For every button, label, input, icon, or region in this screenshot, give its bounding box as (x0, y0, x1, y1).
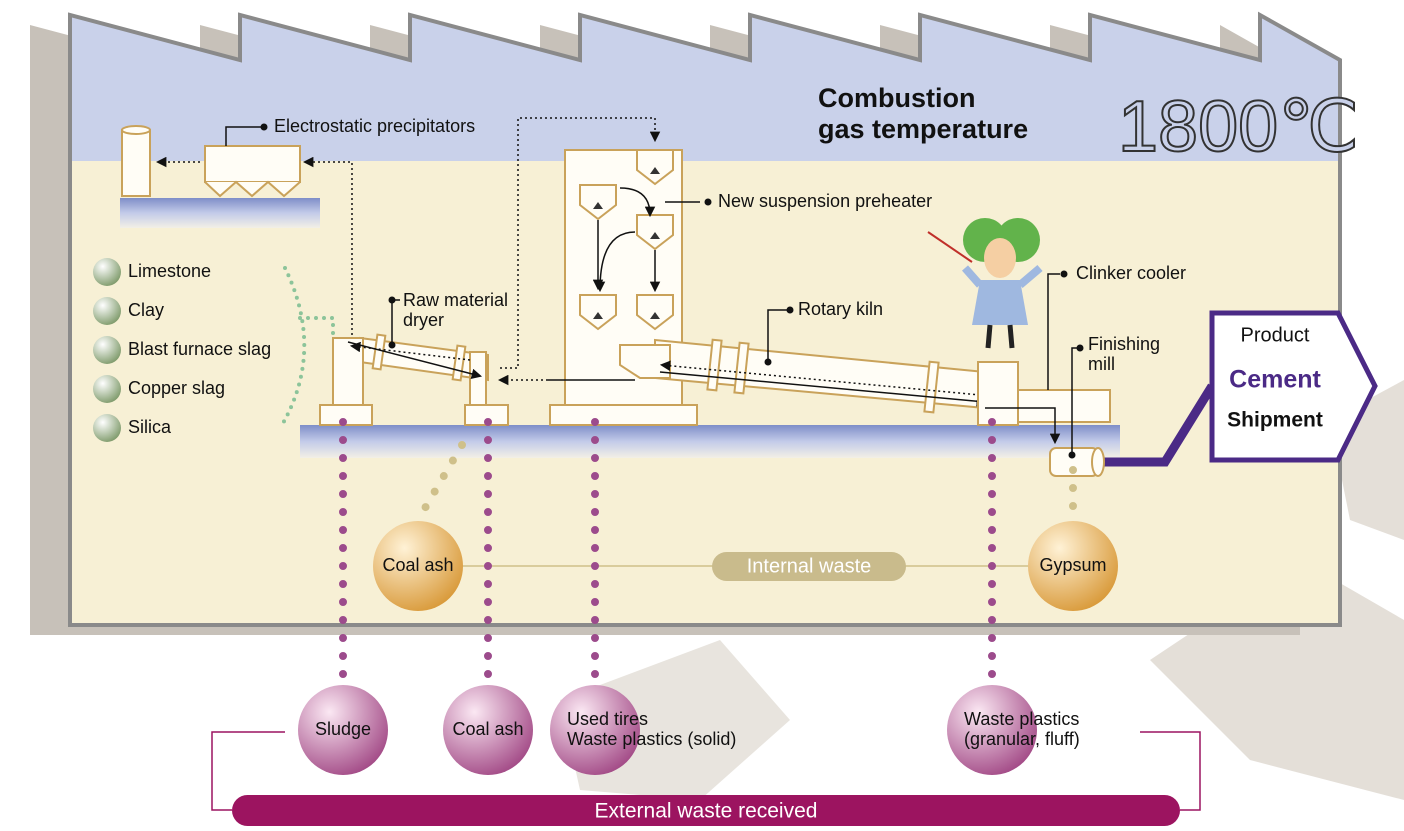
equipment-label: Raw material (403, 290, 508, 310)
temperature: 1800℃ (1118, 87, 1359, 167)
equipment-label: New suspension preheater (718, 191, 932, 211)
internal-waste-source: Coal ash (382, 555, 453, 575)
external-waste-label: External waste received (595, 800, 818, 823)
equipment-label: dryer (403, 310, 444, 330)
leader-dot (389, 342, 396, 349)
precipitator-box (205, 146, 300, 182)
product: Product Cement Shipment (1212, 313, 1375, 460)
external-waste-source: Sludge (315, 719, 371, 739)
dryer-inlet (333, 338, 363, 405)
external-waste-source: Waste plastics (solid) (567, 729, 736, 749)
equipment-label: Clinker cooler (1076, 263, 1186, 283)
product-label: Product (1241, 324, 1310, 346)
mill-end (1092, 448, 1104, 476)
leader-dot (787, 307, 794, 314)
page: Combustion gas temperature 1800℃ Electro… (0, 0, 1404, 826)
material-sphere (93, 336, 121, 364)
hoppers (205, 182, 300, 196)
leader-dot (1077, 345, 1084, 352)
leader-dot (261, 124, 268, 131)
material-sphere (93, 297, 121, 325)
leader-dot (1069, 452, 1076, 459)
coat (972, 280, 1028, 325)
equipment-label: Finishing (1088, 334, 1160, 354)
material-label: Copper slag (128, 378, 225, 398)
material-sphere (93, 375, 121, 403)
product-name: Cement (1229, 366, 1321, 394)
tower-base (550, 405, 697, 425)
stack (122, 130, 150, 196)
external-waste-source: (granular, fluff) (964, 729, 1080, 749)
leader-dot (765, 359, 772, 366)
stack-top (122, 126, 150, 134)
internal-waste-source: Gypsum (1039, 555, 1106, 575)
title-line: gas temperature (818, 114, 1028, 144)
material-label: Limestone (128, 261, 211, 281)
leader-dot (705, 199, 712, 206)
equipment-label: mill (1088, 354, 1115, 374)
external-waste-source: Waste plastics (964, 709, 1079, 729)
dryer-outlet (470, 352, 486, 405)
material-label: Silica (128, 417, 172, 437)
equipment-label: Electrostatic precipitators (274, 116, 475, 136)
leader-dot (389, 297, 396, 304)
external-waste-source: Used tires (567, 709, 648, 729)
external-waste-source: Coal ash (452, 719, 523, 739)
material-sphere (93, 258, 121, 286)
equipment-label: Rotary kiln (798, 299, 883, 319)
leader-dot (1061, 271, 1068, 278)
material-label: Clay (128, 300, 164, 320)
floor (300, 425, 1120, 458)
cooler (1018, 390, 1110, 422)
floor (120, 198, 320, 228)
material-sphere (93, 414, 121, 442)
title-line: Combustion (818, 83, 975, 113)
material-label: Blast furnace slag (128, 339, 271, 359)
internal-waste-label: Internal waste (747, 555, 872, 577)
product-shipment: Shipment (1227, 409, 1323, 432)
cooler-head (978, 362, 1018, 425)
face (984, 238, 1016, 278)
